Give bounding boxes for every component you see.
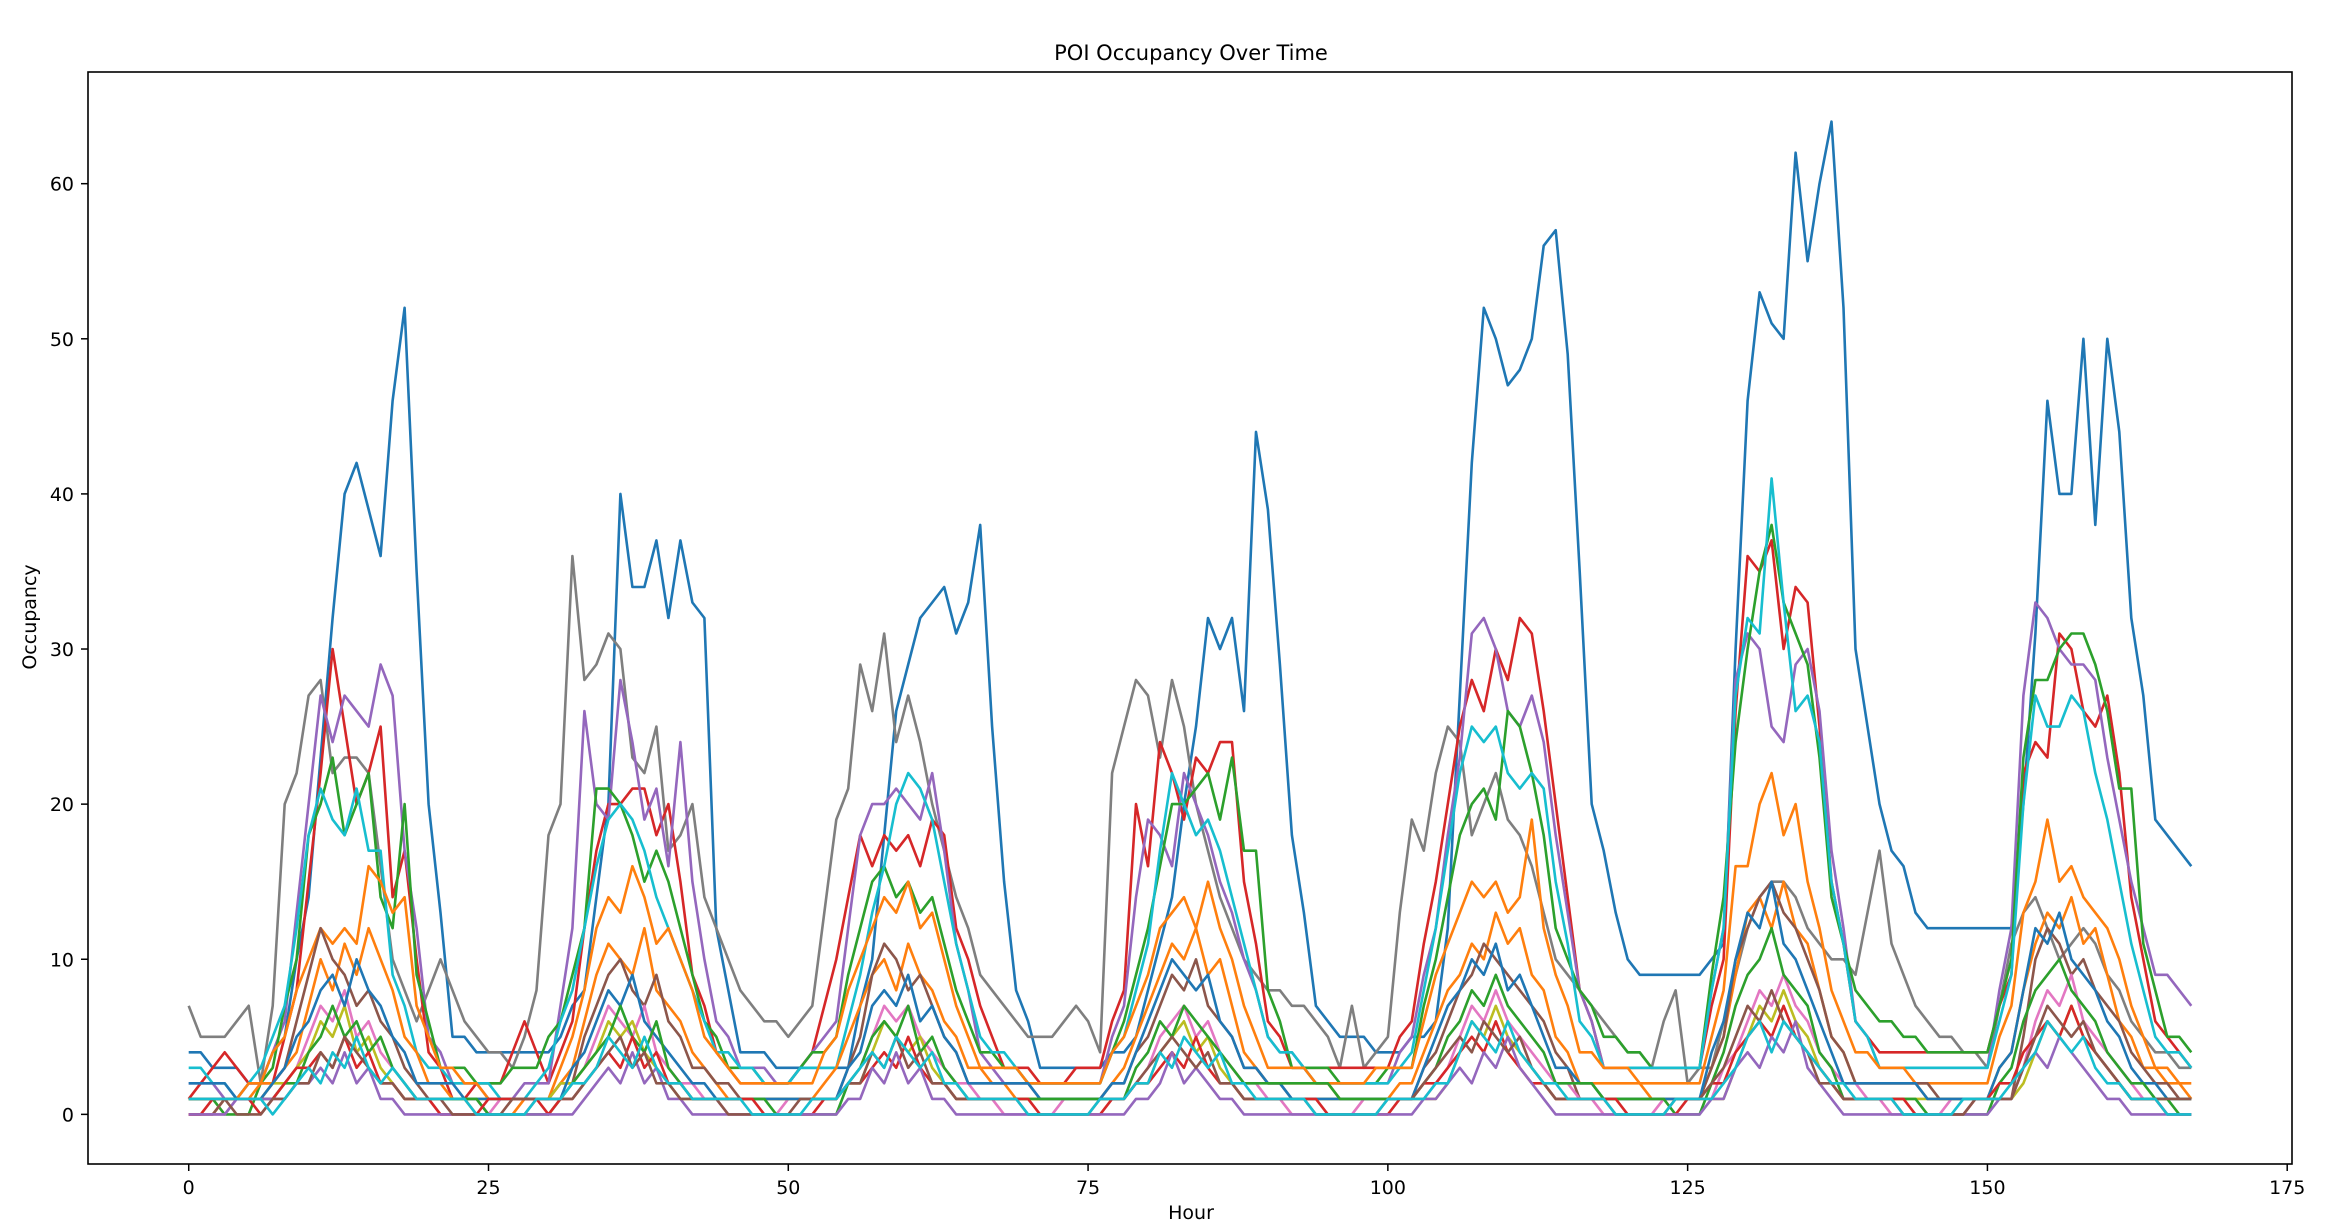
x-tick-label: 50 (776, 1177, 800, 1199)
x-tick-label: 175 (2269, 1177, 2305, 1199)
series-line-5 (188, 523, 2193, 1116)
x-tick-label: 0 (183, 1177, 195, 1199)
y-tick-label: 10 (50, 949, 74, 971)
y-tick-label: 60 (50, 174, 74, 196)
y-axis-label: Occupancy (19, 564, 41, 669)
series-line-2 (187, 554, 2192, 1085)
chart-title: POI Occupancy Over Time (1054, 41, 1328, 65)
y-tick-label: 0 (62, 1104, 74, 1126)
y-tick-label: 50 (50, 329, 74, 351)
y-tick-label: 30 (50, 639, 74, 661)
y-axis-ticks: 0 10 20 30 40 50 60 (50, 174, 88, 1126)
y-tick-label: 20 (50, 794, 74, 816)
x-tick-label: 75 (1076, 1177, 1100, 1199)
y-tick-label: 40 (50, 484, 74, 506)
x-tick-label: 150 (1969, 1177, 2005, 1199)
plot-frame (87, 71, 2293, 1165)
x-tick-label: 100 (1370, 1177, 1406, 1199)
x-axis-ticks: 0 25 50 75 100 125 150 175 (183, 1164, 2305, 1199)
series-layer (187, 120, 2193, 1116)
x-tick-label: 25 (476, 1177, 500, 1199)
series-line-17 (188, 1020, 2192, 1116)
x-tick-label: 125 (1670, 1177, 1706, 1199)
x-axis-label: Hour (1168, 1202, 1214, 1224)
